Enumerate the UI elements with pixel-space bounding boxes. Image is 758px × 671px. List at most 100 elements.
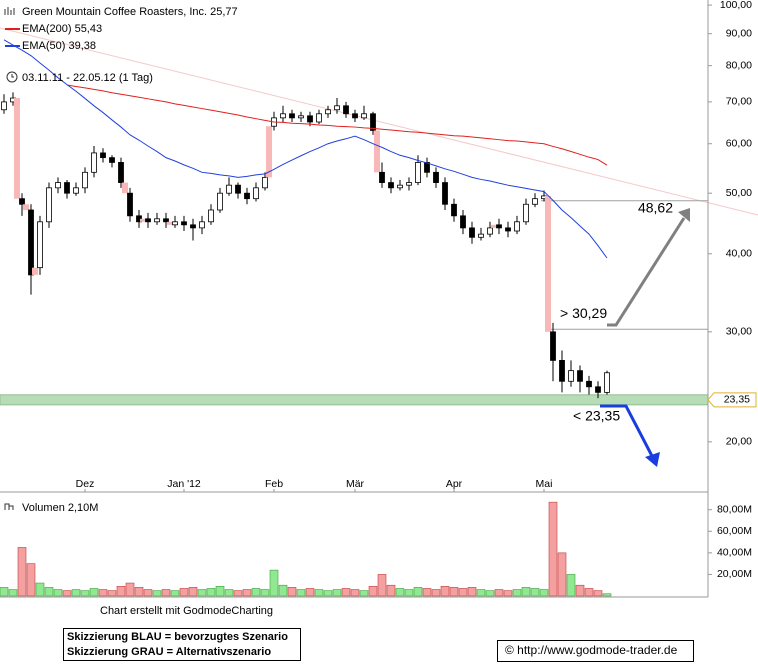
x-tick-label: Dez bbox=[76, 478, 95, 490]
volume-bar bbox=[0, 587, 9, 597]
candle-body bbox=[127, 192, 133, 217]
candle-body bbox=[559, 360, 565, 382]
y-tick-label: 100,00 bbox=[720, 0, 752, 11]
x-tick-label: Jan '12 bbox=[167, 478, 201, 490]
candle-body bbox=[190, 224, 196, 229]
candle-body bbox=[397, 184, 403, 189]
y-tick-label: 20,00M bbox=[717, 568, 752, 580]
gap bbox=[23, 204, 29, 210]
volume-bar bbox=[521, 587, 531, 597]
y-tick-label: 60,00 bbox=[726, 138, 752, 150]
ema-line bbox=[3, 39, 608, 259]
candle-body bbox=[55, 182, 61, 189]
level-label: > 30,29 bbox=[560, 305, 607, 321]
candle-body bbox=[217, 192, 223, 211]
candle-body bbox=[334, 105, 340, 111]
volume-bar bbox=[152, 590, 162, 597]
candle-body bbox=[514, 221, 520, 232]
volume-label: Volumen 2,10M bbox=[22, 502, 98, 514]
volume-bar bbox=[350, 589, 360, 597]
legend-label: EMA(50) 39,38 bbox=[22, 40, 96, 52]
volume-bar bbox=[341, 588, 351, 597]
level-label: < 23,35 bbox=[573, 408, 620, 424]
volume-bar bbox=[143, 589, 153, 597]
candle-body bbox=[208, 209, 214, 223]
candle-body bbox=[244, 192, 250, 200]
candle-body bbox=[595, 386, 601, 393]
candle-body bbox=[181, 221, 187, 226]
gap bbox=[266, 126, 272, 178]
volume-bar bbox=[107, 590, 117, 597]
clock-icon bbox=[6, 71, 18, 83]
legend: Green Mountain Coffee Roasters, Inc. 25,… bbox=[4, 6, 238, 514]
volume-bar bbox=[161, 589, 171, 597]
candle-body bbox=[100, 152, 106, 159]
arrow-head bbox=[678, 208, 690, 222]
credit: Chart erstellt mit GodmodeCharting bbox=[100, 605, 273, 617]
y-tick-label: 80,00 bbox=[726, 59, 752, 71]
candle-body bbox=[37, 221, 43, 269]
note: Skizzierung GRAU = Alternativszenario bbox=[67, 646, 271, 658]
candle-body bbox=[325, 109, 331, 115]
volume-bar bbox=[8, 589, 18, 597]
volume-bar bbox=[179, 588, 189, 597]
volume-bar bbox=[314, 589, 324, 597]
source-box bbox=[497, 640, 694, 662]
candle-body bbox=[577, 370, 583, 382]
volume-bar bbox=[449, 587, 459, 597]
volume-bar bbox=[323, 590, 333, 597]
candle-body bbox=[163, 218, 169, 223]
volume-bar bbox=[503, 590, 513, 597]
volume-bar bbox=[206, 588, 216, 597]
volume-bar bbox=[98, 589, 108, 597]
x-tick-label: Mai bbox=[536, 478, 553, 490]
volume-bar bbox=[62, 590, 72, 597]
candle-body bbox=[145, 218, 151, 223]
candle-body bbox=[604, 372, 610, 393]
volume-bar bbox=[89, 588, 99, 597]
candle-body bbox=[361, 113, 367, 119]
source: © http://www.godmode-trader.de bbox=[505, 643, 678, 657]
candle-body bbox=[172, 221, 178, 226]
gap bbox=[140, 218, 146, 222]
volume-bar bbox=[35, 582, 45, 597]
candle-body bbox=[433, 171, 439, 183]
candle-body bbox=[118, 162, 124, 183]
gap bbox=[32, 267, 38, 275]
volume-bar bbox=[512, 589, 522, 597]
volume-bar bbox=[494, 589, 504, 597]
volume-bar bbox=[458, 588, 468, 597]
y-tick-label: 20,00 bbox=[726, 436, 752, 448]
gap bbox=[122, 182, 128, 194]
legend-label: EMA(200) 55,43 bbox=[22, 23, 102, 35]
candle-body bbox=[109, 157, 115, 163]
x-tick-label: Feb bbox=[265, 478, 283, 490]
candle-body bbox=[226, 184, 232, 194]
price-marker-label: 23,35 bbox=[724, 394, 750, 406]
candle-body bbox=[586, 380, 592, 388]
candle-body bbox=[235, 184, 241, 194]
volume-bar bbox=[71, 589, 81, 597]
candle-body bbox=[352, 113, 358, 119]
note: Skizzierung BLAU = bevorzugtes Szenario bbox=[67, 631, 288, 643]
volume-bar bbox=[233, 590, 243, 597]
candle-body bbox=[523, 203, 529, 223]
volume-bar bbox=[242, 589, 252, 597]
volume-bar bbox=[197, 589, 207, 597]
volume-bar bbox=[332, 589, 342, 597]
volume-bar bbox=[125, 582, 135, 597]
candle-body bbox=[73, 187, 79, 194]
volume-bar bbox=[296, 589, 306, 597]
volume-bar bbox=[287, 587, 297, 597]
candle-body bbox=[253, 187, 259, 200]
candle-body bbox=[280, 113, 286, 119]
candle-body bbox=[28, 209, 34, 276]
ema-line bbox=[66, 84, 608, 166]
volume-bar bbox=[413, 587, 423, 597]
scenario-arrow-grey bbox=[607, 217, 686, 327]
volume-bar bbox=[260, 589, 270, 597]
clock-icon bbox=[11, 74, 14, 78]
legend-icon bbox=[4, 7, 15, 15]
y-tick-label: 60,00M bbox=[717, 525, 752, 537]
gap bbox=[374, 130, 380, 173]
